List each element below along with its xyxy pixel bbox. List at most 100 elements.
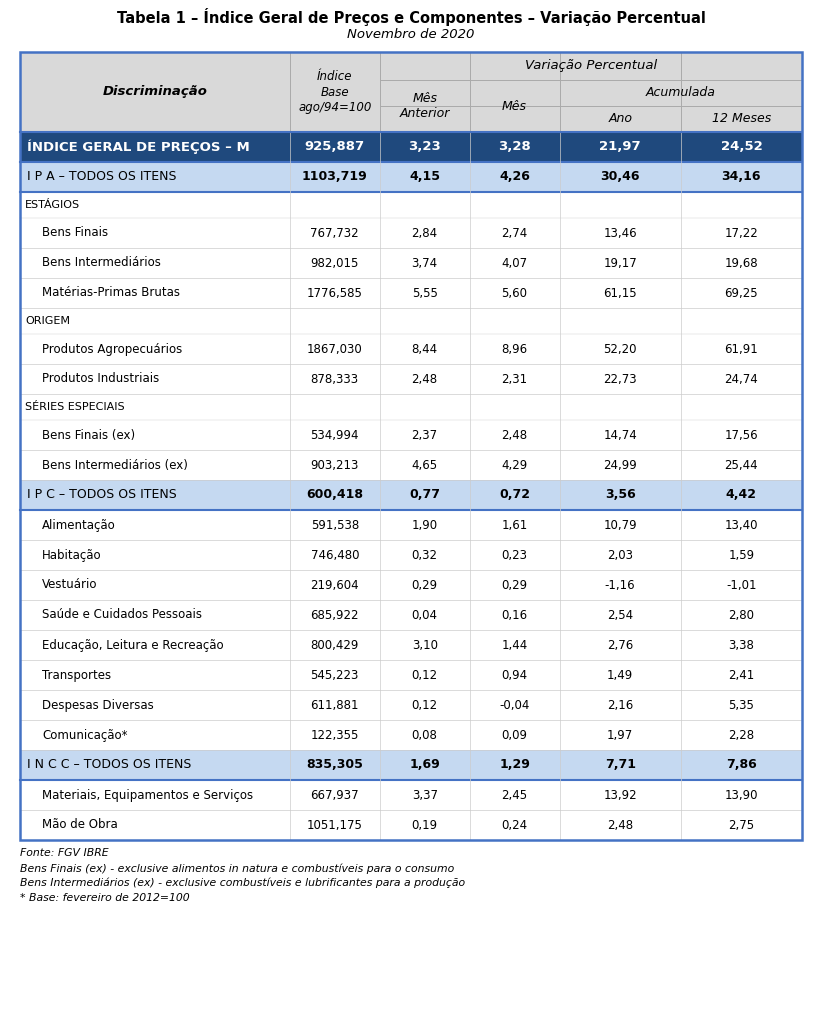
Text: 0,23: 0,23 [501, 549, 528, 561]
Text: 0,19: 0,19 [412, 818, 438, 831]
Text: 2,76: 2,76 [607, 639, 633, 651]
Text: 52,20: 52,20 [603, 342, 637, 355]
Text: Mês
Anterior: Mês Anterior [399, 92, 450, 120]
Text: Ano: Ano [608, 113, 632, 126]
Text: 13,92: 13,92 [603, 788, 637, 802]
Text: 4,29: 4,29 [501, 459, 528, 471]
Text: 600,418: 600,418 [307, 488, 363, 502]
Text: 2,28: 2,28 [728, 728, 755, 741]
Bar [20, 510, 802, 540]
Text: 7,71: 7,71 [605, 759, 635, 771]
Bar [20, 780, 802, 810]
Text: 3,28: 3,28 [498, 140, 531, 154]
Text: 0,24: 0,24 [501, 818, 528, 831]
Text: 5,35: 5,35 [728, 698, 755, 712]
Text: Novembro de 2020: Novembro de 2020 [348, 28, 474, 41]
Text: 0,16: 0,16 [501, 608, 528, 622]
Text: Saúde e Cuidados Pessoais: Saúde e Cuidados Pessoais [42, 608, 202, 622]
Text: 0,29: 0,29 [412, 579, 438, 592]
Text: 21,97: 21,97 [599, 140, 641, 154]
Text: Bens Intermediários (ex): Bens Intermediários (ex) [42, 459, 188, 471]
Bar [20, 570, 802, 600]
Bar [20, 248, 802, 278]
Text: 2,48: 2,48 [412, 373, 438, 385]
Text: 69,25: 69,25 [724, 287, 758, 299]
Text: 25,44: 25,44 [724, 459, 758, 471]
Text: 3,37: 3,37 [412, 788, 437, 802]
Text: -1,16: -1,16 [605, 579, 635, 592]
Bar [20, 52, 802, 132]
Text: 34,16: 34,16 [722, 171, 761, 183]
Text: 5,60: 5,60 [501, 287, 528, 299]
Text: 3,38: 3,38 [728, 639, 755, 651]
Text: 534,994: 534,994 [311, 428, 359, 441]
Text: Transportes: Transportes [42, 669, 111, 682]
Bar [20, 308, 802, 334]
Text: 0,09: 0,09 [501, 728, 528, 741]
Text: Bens Intermediários: Bens Intermediários [42, 256, 161, 269]
Text: Despesas Diversas: Despesas Diversas [42, 698, 154, 712]
Text: 2,37: 2,37 [412, 428, 438, 441]
Text: 17,56: 17,56 [724, 428, 758, 441]
Text: 8,44: 8,44 [412, 342, 438, 355]
Text: Tabela 1 – Índice Geral de Preços e Componentes – Variação Percentual: Tabela 1 – Índice Geral de Preços e Comp… [117, 8, 705, 26]
Text: 61,15: 61,15 [603, 287, 637, 299]
Bar [20, 420, 802, 450]
Text: Vestuário: Vestuário [42, 579, 98, 592]
Text: 1,44: 1,44 [501, 639, 528, 651]
Text: 24,99: 24,99 [603, 459, 637, 471]
Bar [20, 450, 802, 480]
Text: 3,23: 3,23 [409, 140, 441, 154]
Text: 0,04: 0,04 [412, 608, 437, 622]
Text: 685,922: 685,922 [311, 608, 359, 622]
Text: SÉRIES ESPECIAIS: SÉRIES ESPECIAIS [25, 402, 125, 412]
Text: 800,429: 800,429 [311, 639, 359, 651]
Text: ÍNDICE GERAL DE PREÇOS – M: ÍNDICE GERAL DE PREÇOS – M [27, 139, 250, 155]
Text: I P C – TODOS OS ITENS: I P C – TODOS OS ITENS [27, 488, 177, 502]
Bar [20, 690, 802, 720]
Text: 3,10: 3,10 [412, 639, 437, 651]
Text: 10,79: 10,79 [603, 518, 637, 531]
Text: 4,07: 4,07 [501, 256, 528, 269]
Text: I N C C – TODOS OS ITENS: I N C C – TODOS OS ITENS [27, 759, 192, 771]
Bar [20, 600, 802, 630]
Text: 13,46: 13,46 [603, 226, 637, 240]
Text: 2,48: 2,48 [607, 818, 633, 831]
Bar [20, 810, 802, 840]
Text: 0,08: 0,08 [412, 728, 437, 741]
Text: 903,213: 903,213 [311, 459, 359, 471]
Text: 1,97: 1,97 [607, 728, 633, 741]
Text: I P A – TODOS OS ITENS: I P A – TODOS OS ITENS [27, 171, 177, 183]
Text: Produtos Agropecuários: Produtos Agropecuários [42, 342, 182, 355]
Text: Mão de Obra: Mão de Obra [42, 818, 118, 831]
Text: 0,94: 0,94 [501, 669, 528, 682]
Text: 3,74: 3,74 [412, 256, 438, 269]
Text: Materiais, Equipamentos e Serviços: Materiais, Equipamentos e Serviços [42, 788, 253, 802]
Text: 1867,030: 1867,030 [307, 342, 363, 355]
Bar [20, 480, 802, 510]
Text: 1,90: 1,90 [412, 518, 438, 531]
Bar [20, 540, 802, 570]
Bar [20, 132, 802, 162]
Text: 878,333: 878,333 [311, 373, 359, 385]
Text: ESTÁGIOS: ESTÁGIOS [25, 200, 80, 210]
Bar [20, 162, 802, 193]
Text: 19,68: 19,68 [724, 256, 758, 269]
Text: 4,65: 4,65 [412, 459, 438, 471]
Text: 982,015: 982,015 [311, 256, 359, 269]
Text: 2,31: 2,31 [501, 373, 528, 385]
Text: 8,96: 8,96 [501, 342, 528, 355]
Bar [20, 660, 802, 690]
Text: 2,54: 2,54 [607, 608, 633, 622]
Text: 0,29: 0,29 [501, 579, 528, 592]
Text: 13,90: 13,90 [725, 788, 758, 802]
Text: Acumulada: Acumulada [646, 86, 716, 99]
Text: 1051,175: 1051,175 [307, 818, 363, 831]
Text: 2,41: 2,41 [728, 669, 755, 682]
Text: -1,01: -1,01 [726, 579, 756, 592]
Text: 835,305: 835,305 [307, 759, 363, 771]
Text: 2,48: 2,48 [501, 428, 528, 441]
Text: * Base: fevereiro de 2012=100: * Base: fevereiro de 2012=100 [20, 893, 190, 903]
Text: 1,69: 1,69 [409, 759, 440, 771]
Text: Bens Intermediários (ex) - exclusive combustíveis e lubrificantes para a produçã: Bens Intermediários (ex) - exclusive com… [20, 878, 465, 889]
